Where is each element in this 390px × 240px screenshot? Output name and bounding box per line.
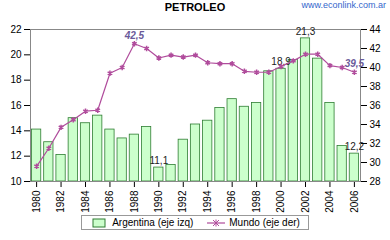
svg-text:2000: 2000 xyxy=(275,190,286,213)
svg-text:11,1: 11,1 xyxy=(149,155,168,166)
svg-text:18: 18 xyxy=(10,74,22,85)
svg-text:16: 16 xyxy=(10,100,22,111)
svg-text:44: 44 xyxy=(370,24,382,35)
svg-text:36: 36 xyxy=(370,100,382,111)
svg-text:42,5: 42,5 xyxy=(124,30,145,41)
html-text:Mundo (eje der): Mundo (eje der) xyxy=(229,217,300,228)
svg-text:18,9: 18,9 xyxy=(271,56,291,67)
svg-text:14: 14 xyxy=(10,125,22,136)
svg-text:21,3: 21,3 xyxy=(296,26,316,37)
html-text:Argentina (eje izq): Argentina (eje izq) xyxy=(112,217,194,228)
svg-text:10: 10 xyxy=(10,176,22,187)
svg-text:2006: 2006 xyxy=(349,190,360,213)
svg-text:32: 32 xyxy=(370,138,382,149)
svg-text:34: 34 xyxy=(370,119,382,130)
svg-text:20: 20 xyxy=(10,49,22,60)
svg-text:1982: 1982 xyxy=(55,190,66,213)
html-text:PETROLEO: PETROLEO xyxy=(164,1,226,13)
svg-text:42: 42 xyxy=(370,43,382,54)
svg-text:1984: 1984 xyxy=(80,190,91,213)
svg-text:1996: 1996 xyxy=(226,190,237,213)
svg-text:1988: 1988 xyxy=(129,190,140,213)
svg-text:22: 22 xyxy=(10,24,22,35)
html-text:www.econlink.com.ar: www.econlink.com.ar xyxy=(301,0,386,10)
svg-text:1994: 1994 xyxy=(202,190,213,213)
svg-text:1992: 1992 xyxy=(177,190,188,213)
svg-text:39,5: 39,5 xyxy=(345,58,365,69)
svg-text:12,2: 12,2 xyxy=(345,141,365,152)
svg-text:2004: 2004 xyxy=(324,190,335,213)
svg-text:30: 30 xyxy=(370,157,382,168)
svg-text:1986: 1986 xyxy=(104,190,115,213)
svg-text:1990: 1990 xyxy=(153,190,164,213)
svg-text:40: 40 xyxy=(370,62,382,73)
svg-text:28: 28 xyxy=(370,176,382,187)
svg-text:1998: 1998 xyxy=(251,190,262,213)
svg-text:1980: 1980 xyxy=(31,190,42,213)
svg-text:12: 12 xyxy=(10,150,22,161)
svg-text:38: 38 xyxy=(370,81,382,92)
svg-text:2002: 2002 xyxy=(300,190,311,213)
